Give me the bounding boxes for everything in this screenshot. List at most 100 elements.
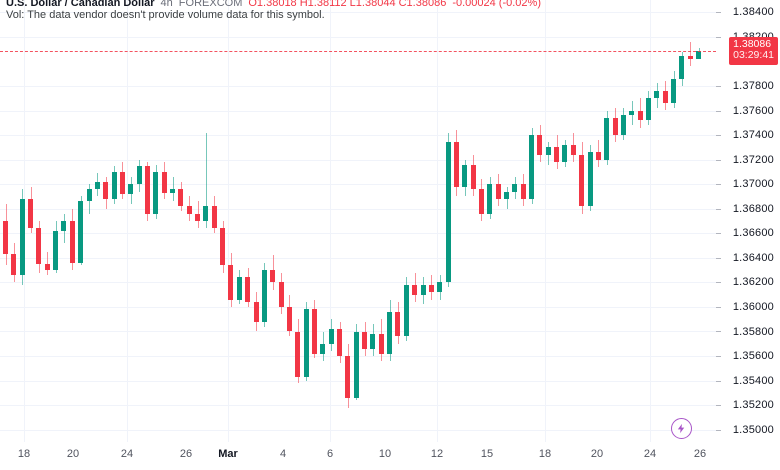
candle-body <box>537 135 543 155</box>
time-tick-label: 12 <box>430 448 444 460</box>
candle-body <box>395 311 401 337</box>
time-tick-label: 24 <box>643 448 657 460</box>
candle-body <box>595 152 601 160</box>
candle-body <box>128 184 134 194</box>
time-tick-label: 10 <box>378 448 392 460</box>
time-tick-label: 26 <box>179 448 193 460</box>
price-tick-label: 1.37400 <box>732 129 774 142</box>
price-tick-label: 1.35000 <box>732 423 774 436</box>
candle-body <box>161 171 167 193</box>
gridline-horizontal <box>0 405 716 406</box>
price-tick-label: 1.37200 <box>732 153 774 166</box>
candle-body <box>370 333 376 349</box>
chart-legend: U.S. Dollar / Canadian Dollar 4h FOREXCOM O… <box>6 0 541 10</box>
candle-body <box>403 284 409 337</box>
time-tick-label: 6 <box>326 448 334 460</box>
time-tick-label: 20 <box>66 448 80 460</box>
price-tick-label: 1.37800 <box>732 79 774 92</box>
candle-body <box>570 144 576 155</box>
candle-body <box>337 329 342 357</box>
time-tick-label: 4 <box>279 448 287 460</box>
candle-body <box>362 331 368 349</box>
candle-body <box>61 221 67 231</box>
price-plot-area[interactable] <box>0 0 716 442</box>
candle-body <box>654 90 660 99</box>
exchange-label: FOREXCOM <box>178 0 243 9</box>
candle-body <box>579 154 585 207</box>
price-tick-mark <box>716 356 721 357</box>
price-tick-label: 1.37000 <box>732 178 774 191</box>
candle-body <box>554 147 560 163</box>
candle-body <box>144 165 150 214</box>
price-tick-mark <box>716 12 721 13</box>
candle-body <box>529 135 535 199</box>
symbol-title[interactable]: U.S. Dollar / Canadian Dollar <box>6 0 155 9</box>
candle-body <box>587 152 593 207</box>
candle-body <box>478 189 484 214</box>
current-price-badge: 1.38086 03:29:41 <box>729 36 778 65</box>
candle-body <box>270 270 276 283</box>
candle-body <box>487 184 493 214</box>
time-tick-label: Mar <box>218 448 238 460</box>
candle-body <box>170 189 175 193</box>
gridline-horizontal <box>0 12 716 13</box>
candle-body <box>295 331 301 377</box>
gridline-horizontal <box>0 258 716 259</box>
price-tick-label: 1.36000 <box>732 300 774 313</box>
candle-body <box>629 110 635 116</box>
candle-body <box>612 117 618 136</box>
price-tick-mark <box>716 258 721 259</box>
candle-body <box>3 221 8 255</box>
candle-body <box>178 189 184 207</box>
candle-body <box>495 184 501 199</box>
candle-body <box>186 206 192 214</box>
time-tick-label: 18 <box>17 448 31 460</box>
price-axis[interactable]: 1.384001.382001.378001.376001.374001.372… <box>716 0 780 442</box>
volume-note: Vol: The data vendor doesn't provide vol… <box>6 9 325 21</box>
price-tick-mark <box>716 86 721 87</box>
lightning-bolt-icon[interactable] <box>671 418 692 439</box>
price-line-dashed <box>0 50 716 52</box>
candle-body <box>453 142 459 187</box>
candle-body <box>228 265 234 300</box>
candle-body <box>637 110 643 121</box>
candle-body <box>311 309 317 354</box>
gridline-vertical <box>437 0 438 442</box>
candle-body <box>462 164 468 187</box>
interval-label[interactable]: 4h <box>160 0 173 9</box>
price-tick-mark <box>716 37 721 38</box>
price-tick-mark <box>716 209 721 210</box>
price-tick-mark <box>716 233 721 234</box>
candle-body <box>103 181 109 199</box>
candle-body <box>36 228 42 264</box>
candle-body <box>245 277 251 303</box>
candle-body <box>195 213 201 221</box>
candle-body <box>687 56 693 59</box>
candle-body <box>261 270 267 322</box>
gridline-horizontal <box>0 184 716 185</box>
price-tick-label: 1.38400 <box>732 6 774 19</box>
price-tick-label: 1.36800 <box>732 202 774 215</box>
price-tick-mark <box>716 282 721 283</box>
candle-body <box>470 164 476 190</box>
time-axis[interactable]: 18 20 24 26 Mar 4 6 10 12 15 18 20 24 26 <box>0 442 780 470</box>
price-tick-label: 1.36600 <box>732 227 774 240</box>
candle-body <box>679 56 685 79</box>
price-tick-mark <box>716 111 721 112</box>
candle-body <box>604 117 610 160</box>
change-values: -0.00024 (-0.02%) <box>452 0 541 9</box>
candle-body <box>11 254 17 275</box>
candle-body <box>28 198 34 229</box>
price-tick-label: 1.35200 <box>732 399 774 412</box>
price-tick-mark <box>716 307 721 308</box>
candle-body <box>696 50 702 60</box>
candle-body <box>86 189 92 202</box>
price-tick-mark <box>716 135 721 136</box>
gridline-horizontal <box>0 86 716 87</box>
gridline-horizontal <box>0 135 716 136</box>
price-tick-label: 1.35400 <box>732 374 774 387</box>
gridline-horizontal <box>0 209 716 210</box>
candle-body <box>69 221 75 263</box>
candle-body <box>504 191 509 199</box>
